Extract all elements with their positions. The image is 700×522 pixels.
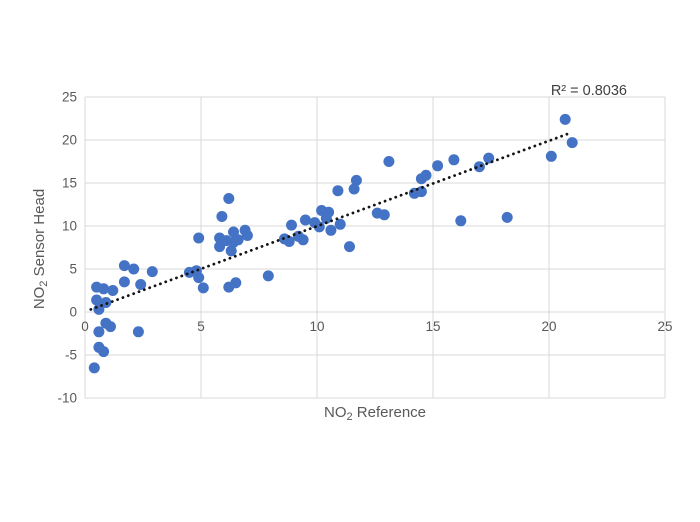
x-tick-label: 5 <box>197 319 205 334</box>
data-point <box>348 183 360 195</box>
data-point <box>118 260 130 272</box>
data-point <box>455 215 467 227</box>
data-point <box>107 285 119 296</box>
data-point <box>325 224 337 236</box>
data-point <box>299 214 311 226</box>
r-squared-annotation: R² = 0.8036 <box>551 83 627 99</box>
data-point <box>193 232 205 244</box>
data-point <box>297 234 309 246</box>
data-point <box>420 169 432 181</box>
data-point <box>146 266 158 278</box>
data-point <box>559 113 571 125</box>
trendline <box>89 131 572 311</box>
data-point <box>98 346 110 358</box>
data-point <box>566 137 578 149</box>
data-point <box>262 270 274 282</box>
data-point <box>545 150 557 162</box>
y-axis-title: NO2 Sensor Head <box>31 189 50 309</box>
data-point <box>501 211 513 223</box>
data-point <box>344 241 355 253</box>
y-tick-label: 20 <box>62 133 77 148</box>
data-point <box>98 283 110 295</box>
data-point <box>241 230 253 241</box>
data-point <box>230 277 242 289</box>
data-point <box>350 174 362 186</box>
data-point <box>197 282 209 294</box>
data-point <box>415 186 427 198</box>
y-tick-label: -10 <box>57 391 77 406</box>
x-tick-label: 10 <box>309 319 324 334</box>
y-tick-label: 15 <box>62 176 77 191</box>
data-point <box>323 206 335 218</box>
x-tick-label: 15 <box>425 319 440 334</box>
y-tick-label: 25 <box>62 90 77 105</box>
data-point <box>132 326 144 338</box>
data-point <box>286 219 297 231</box>
data-point <box>473 161 485 173</box>
data-point <box>332 185 344 197</box>
y-tick-label: 5 <box>69 262 77 277</box>
data-point <box>128 263 140 275</box>
data-point <box>383 156 395 167</box>
data-point <box>232 234 244 246</box>
gridlines <box>84 96 666 399</box>
data-point <box>334 218 346 230</box>
data-point <box>378 209 390 221</box>
data-point <box>105 321 116 333</box>
data-point <box>93 326 105 338</box>
data-point <box>216 211 228 222</box>
x-axis-title: NO2 Reference <box>324 404 426 423</box>
tick-labels: -10 -5 0 5 10 15 20 25 0 5 10 15 20 25 <box>57 90 672 406</box>
data-point <box>448 154 460 166</box>
data-point <box>283 236 295 247</box>
data-point <box>432 160 444 172</box>
y-tick-label: 0 <box>69 305 77 320</box>
data-point <box>88 362 100 374</box>
data-point <box>223 193 235 204</box>
x-tick-label: 25 <box>657 319 672 334</box>
y-tick-label: 10 <box>62 219 77 234</box>
y-tick-label: -5 <box>65 348 77 363</box>
data-point <box>91 294 103 306</box>
x-tick-label: 0 <box>81 319 89 334</box>
data-point <box>193 272 205 284</box>
data-points <box>88 113 578 374</box>
data-point <box>118 276 130 288</box>
data-point <box>135 279 147 290</box>
data-point <box>225 245 237 257</box>
trendline-dotted <box>89 131 572 311</box>
x-tick-label: 20 <box>541 319 556 334</box>
